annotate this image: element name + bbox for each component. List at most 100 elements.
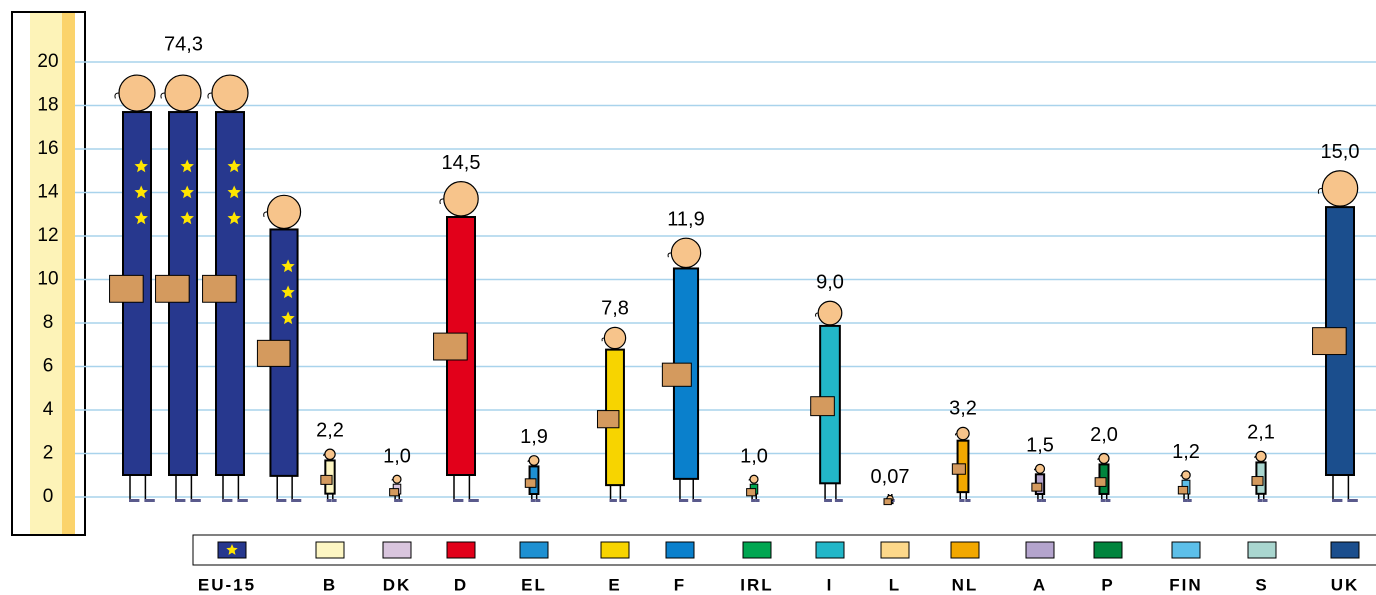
shoe — [129, 499, 140, 502]
x-tick-label: UK — [1331, 575, 1360, 594]
shoe — [190, 499, 201, 502]
star — [281, 259, 295, 273]
ear — [1097, 457, 1100, 461]
ear — [667, 252, 672, 258]
shoe — [751, 499, 756, 502]
briefcase — [951, 463, 966, 475]
x-tick-label: B — [323, 575, 337, 594]
shoe — [965, 499, 971, 502]
shoe — [331, 499, 337, 502]
star — [227, 159, 241, 173]
y-tick-label: 18 — [37, 95, 58, 116]
x-tick-label: EL — [521, 575, 547, 594]
ear — [391, 478, 394, 481]
shoe — [1257, 499, 1263, 502]
legend-swatch — [1247, 541, 1277, 559]
person — [389, 474, 403, 502]
head — [118, 74, 156, 112]
shoe — [678, 499, 689, 502]
head — [956, 426, 970, 441]
person — [524, 455, 541, 502]
x-tick-label: F — [674, 575, 686, 594]
head — [1098, 452, 1110, 465]
x-tick-label: P — [1101, 575, 1114, 594]
person — [320, 448, 337, 502]
y-tick-label: 12 — [37, 225, 58, 246]
shoe — [222, 499, 233, 502]
x-tick-label: I — [827, 575, 834, 594]
head — [1255, 450, 1267, 463]
star — [281, 285, 295, 299]
person — [1251, 450, 1268, 502]
ear — [207, 92, 213, 99]
shoe — [1187, 499, 1192, 502]
ear — [601, 337, 605, 342]
star — [134, 185, 148, 199]
legend-swatch — [880, 541, 910, 559]
head — [749, 474, 759, 484]
ear — [1034, 468, 1036, 471]
value-label: 1,0 — [383, 446, 411, 468]
shoe — [468, 499, 479, 502]
legend-swatch — [519, 541, 549, 559]
legend-swatch — [742, 541, 772, 559]
value-label: 2,2 — [316, 419, 344, 441]
shoe — [453, 499, 464, 502]
person — [596, 326, 627, 502]
y-tick-label: 4 — [43, 399, 54, 420]
x-tick-label: L — [889, 575, 901, 594]
shoe — [237, 499, 248, 502]
value-label: 1,2 — [1172, 441, 1200, 463]
star — [227, 185, 241, 199]
shoe — [291, 499, 302, 502]
y-tick-label: 8 — [43, 312, 54, 333]
briefcase — [256, 339, 291, 367]
y-tick-label: 2 — [43, 443, 54, 464]
head — [324, 448, 336, 461]
y-tick-label: 0 — [43, 486, 54, 507]
briefcase — [1251, 476, 1264, 486]
shoe — [1183, 499, 1188, 502]
star — [134, 211, 148, 225]
head — [603, 326, 627, 350]
x-tick-label: NL — [952, 575, 979, 594]
head — [1181, 470, 1191, 480]
shoe — [959, 499, 965, 502]
briefcase — [810, 396, 835, 417]
value-label: 9,0 — [816, 272, 844, 294]
value-label: 1,9 — [520, 426, 548, 448]
shoe — [824, 499, 832, 502]
value-label: 2,0 — [1090, 424, 1118, 446]
person — [202, 74, 249, 502]
ear — [114, 92, 120, 99]
shoe — [175, 499, 186, 502]
y-tick-label: 16 — [37, 138, 58, 159]
briefcase — [1094, 477, 1107, 487]
shoe — [1036, 499, 1042, 502]
shoe — [398, 499, 403, 502]
shoe — [530, 499, 536, 502]
shoe — [326, 499, 332, 502]
star — [226, 544, 238, 555]
briefcase — [524, 478, 537, 488]
person — [1031, 463, 1046, 502]
value-label: 1,0 — [740, 446, 768, 468]
legend-swatch — [950, 541, 980, 559]
person — [155, 74, 202, 502]
x-tick-label: S — [1255, 575, 1268, 594]
shoe — [755, 499, 760, 502]
star — [227, 211, 241, 225]
head — [528, 455, 540, 466]
star — [180, 185, 194, 199]
head — [1321, 170, 1359, 207]
y-tick-label: 14 — [37, 182, 59, 203]
shoe — [394, 499, 399, 502]
person — [109, 74, 156, 502]
legend-swatch — [1330, 541, 1360, 559]
briefcase — [746, 488, 757, 497]
shoe — [1041, 499, 1046, 502]
ear — [439, 198, 444, 205]
ear — [748, 478, 751, 481]
head — [443, 181, 479, 217]
ear — [323, 453, 325, 457]
